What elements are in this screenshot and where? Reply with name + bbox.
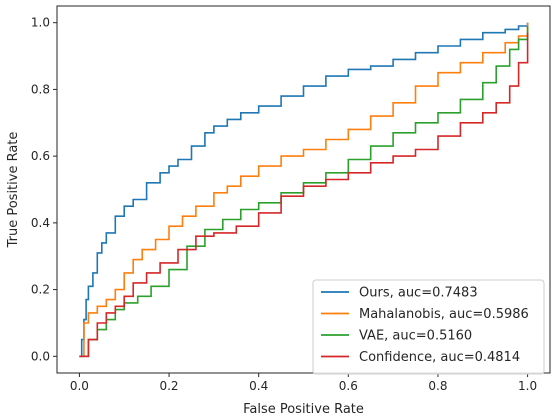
x-tick-label: 1.0 bbox=[518, 379, 537, 393]
x-tick-label: 0.2 bbox=[159, 379, 178, 393]
series-line-3 bbox=[79, 32, 529, 358]
y-tick-label: 0.0 bbox=[31, 349, 50, 363]
x-tick-label: 0.6 bbox=[339, 379, 358, 393]
y-tick-label: 1.0 bbox=[31, 16, 50, 30]
legend-label: Ours, auc=0.7483 bbox=[359, 286, 478, 301]
series-layer bbox=[79, 22, 529, 358]
y-tick-label: 0.8 bbox=[31, 82, 50, 96]
legend-box bbox=[312, 279, 545, 375]
legend-label: Confidence, auc=0.4814 bbox=[359, 350, 520, 365]
x-axis-label: False Positive Rate bbox=[243, 402, 364, 417]
y-axis-label: True Positive Rate bbox=[6, 132, 21, 249]
x-tick-label: 0.0 bbox=[70, 379, 89, 393]
y-tick-label: 0.6 bbox=[31, 149, 50, 163]
series-line-0 bbox=[79, 22, 529, 358]
y-tick-label: 0.4 bbox=[31, 216, 50, 230]
series-line-1 bbox=[79, 22, 529, 358]
plot-frame bbox=[56, 5, 551, 374]
legend-label: Mahalanobis, auc=0.5986 bbox=[359, 307, 529, 322]
legend-label: VAE, auc=0.5160 bbox=[359, 329, 472, 344]
ticks-layer: 0.0 0.2 0.4 0.6 0.8 1.0 0.0 0.2 0.4 0.6 0.8 1.0 bbox=[31, 16, 537, 393]
x-tick-label: 0.4 bbox=[249, 379, 268, 393]
y-tick-label: 0.2 bbox=[31, 283, 50, 297]
x-tick-label: 0.8 bbox=[428, 379, 447, 393]
legend: Ours, auc=0.7483 Mahalanobis, auc=0.5986 V… bbox=[312, 279, 545, 375]
